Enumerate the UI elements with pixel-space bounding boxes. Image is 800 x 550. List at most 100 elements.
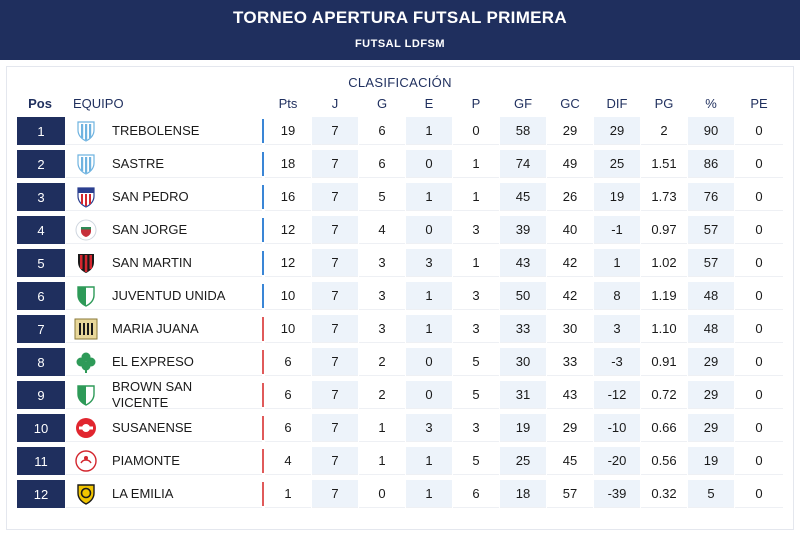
stat-cell-p: 5 [453, 447, 499, 475]
table-row: 2 SASTRE 18 7 6 0 1 74 49 25 1.51 86 0 [0, 150, 800, 178]
stat-cell-pts: 6 [265, 348, 311, 376]
stat-cell-gf: 31 [500, 381, 546, 409]
table-row: 11 PIAMONTE 4 7 1 1 5 25 45 -20 0.56 19 0 [0, 447, 800, 475]
stat-cell-pg: 0.56 [641, 447, 687, 475]
stat-cell-j: 7 [312, 249, 358, 277]
stat-cell-j: 7 [312, 282, 358, 310]
stat-cell-p: 5 [453, 381, 499, 409]
position-cell: 1 [17, 117, 65, 145]
stat-cell-pg: 1.73 [641, 183, 687, 211]
stat-cell-pe: 0 [735, 348, 783, 376]
team-crest-icon [74, 119, 98, 143]
stat-cell-gf: 39 [500, 216, 546, 244]
stat-cell-pe: 0 [735, 216, 783, 244]
stat-cell-pe: 0 [735, 447, 783, 475]
stat-cell-pe: 0 [735, 150, 783, 178]
team-crest-icon [74, 449, 98, 473]
stat-cell-pct: 90 [688, 117, 734, 145]
stat-cell-pct: 57 [688, 249, 734, 277]
stat-cell-gc: 26 [547, 183, 593, 211]
stat-cell-g: 5 [359, 183, 405, 211]
stat-cell-j: 7 [312, 480, 358, 508]
stat-cell-e: 0 [406, 150, 452, 178]
stat-cell-g: 1 [359, 447, 405, 475]
stat-cell-gc: 30 [547, 315, 593, 343]
stat-cell-pct: 57 [688, 216, 734, 244]
stat-cell-e: 1 [406, 315, 452, 343]
stat-cell-pct: 76 [688, 183, 734, 211]
stat-cell-pts: 10 [265, 315, 311, 343]
column-header-pg: PG [654, 96, 674, 111]
stat-cell-dif: -39 [594, 480, 640, 508]
stat-cell-pct: 29 [688, 348, 734, 376]
page-header: TORNEO APERTURA FUTSAL PRIMERA FUTSAL LD… [0, 0, 800, 60]
position-cell: 5 [17, 249, 65, 277]
team-name: SAN MARTIN [112, 254, 192, 270]
table-row: 3 SAN PEDRO 16 7 5 1 1 45 26 19 1.73 76 0 [0, 183, 800, 211]
team-name: TREBOLENSE [112, 122, 200, 138]
team-name: SAN PEDRO [112, 188, 189, 204]
stat-cell-pg: 0.32 [641, 480, 687, 508]
team-crest-icon [74, 152, 98, 176]
position-cell: 2 [17, 150, 65, 178]
position-cell: 7 [17, 315, 65, 343]
stat-cell-gc: 49 [547, 150, 593, 178]
stat-cell-gc: 57 [547, 480, 593, 508]
position-cell: 6 [17, 282, 65, 310]
stat-cell-e: 1 [406, 183, 452, 211]
stat-cell-dif: 25 [594, 150, 640, 178]
stat-cell-pe: 0 [735, 315, 783, 343]
team-name: PIAMONTE [112, 452, 180, 468]
stat-cell-g: 1 [359, 414, 405, 442]
team-crest-icon [74, 317, 98, 341]
stat-cell-e: 0 [406, 381, 452, 409]
stat-cell-pts: 4 [265, 447, 311, 475]
column-header-pos: Pos [28, 96, 52, 111]
stat-cell-pe: 0 [735, 414, 783, 442]
stat-cell-p: 0 [453, 117, 499, 145]
stat-cell-pg: 0.91 [641, 348, 687, 376]
stat-cell-j: 7 [312, 150, 358, 178]
stat-cell-pe: 0 [735, 282, 783, 310]
zone-indicator [262, 482, 264, 506]
zone-indicator [262, 416, 264, 440]
stat-cell-e: 3 [406, 249, 452, 277]
stat-cell-gf: 50 [500, 282, 546, 310]
stat-cell-gf: 18 [500, 480, 546, 508]
stat-cell-pct: 29 [688, 414, 734, 442]
stat-cell-pg: 2 [641, 117, 687, 145]
stat-cell-pts: 16 [265, 183, 311, 211]
table-row: 4 SAN JORGE 12 7 4 0 3 39 40 -1 0.97 57 0 [0, 216, 800, 244]
stat-cell-dif: 8 [594, 282, 640, 310]
stat-cell-e: 0 [406, 348, 452, 376]
stat-cell-pts: 6 [265, 381, 311, 409]
stat-cell-pe: 0 [735, 381, 783, 409]
column-header-gc: GC [560, 96, 580, 111]
team-name: BROWN SAN VICENTE [112, 378, 193, 410]
stat-cell-e: 0 [406, 216, 452, 244]
stat-cell-gc: 42 [547, 282, 593, 310]
stat-cell-gc: 45 [547, 447, 593, 475]
stat-cell-pe: 0 [735, 480, 783, 508]
zone-indicator [262, 185, 264, 209]
team-crest-icon [74, 284, 98, 308]
zone-indicator [262, 251, 264, 275]
stat-cell-pct: 86 [688, 150, 734, 178]
team-cell: SASTRE [66, 150, 262, 178]
table-row: 10 SUSANENSE 6 7 1 3 3 19 29 -10 0.66 29 0 [0, 414, 800, 442]
stat-cell-pe: 0 [735, 249, 783, 277]
stat-cell-g: 2 [359, 348, 405, 376]
team-cell: JUVENTUD UNIDA [66, 282, 262, 310]
stat-cell-gf: 25 [500, 447, 546, 475]
team-name: LA EMILIA [112, 485, 174, 501]
team-name: MARIA JUANA [112, 320, 199, 336]
stat-cell-g: 2 [359, 381, 405, 409]
team-name: SAN JORGE [112, 221, 188, 237]
zone-indicator [262, 350, 264, 374]
stat-cell-g: 3 [359, 282, 405, 310]
stat-cell-pct: 29 [688, 381, 734, 409]
stat-cell-pct: 48 [688, 315, 734, 343]
column-header-dif: DIF [606, 96, 628, 111]
stat-cell-pts: 12 [265, 216, 311, 244]
zone-indicator [262, 449, 264, 473]
